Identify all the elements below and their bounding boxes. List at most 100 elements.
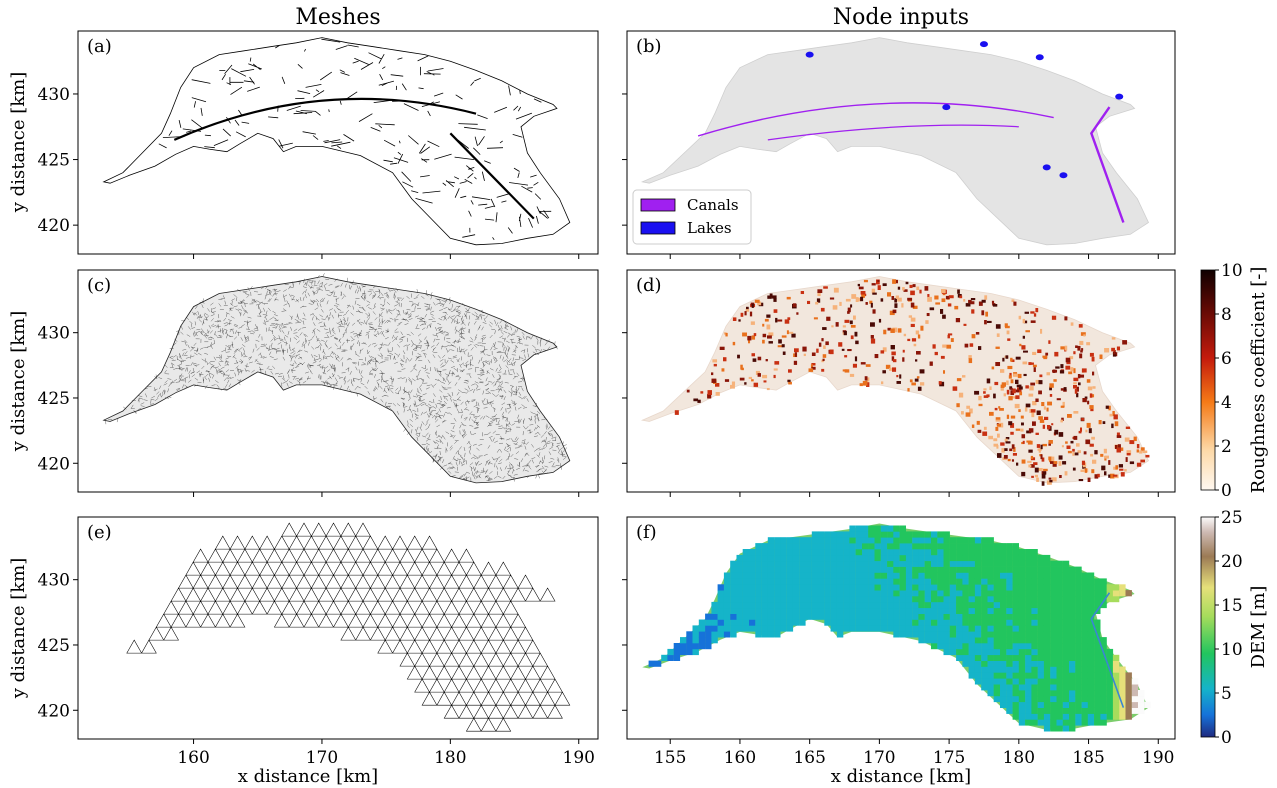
roughness-cell	[1044, 416, 1049, 420]
dem-cell	[1012, 666, 1019, 673]
dem-cell	[742, 554, 750, 562]
dem-cell	[723, 572, 731, 579]
dem-cell	[1069, 566, 1076, 573]
roughness-cell	[996, 333, 1000, 337]
roughness-cell	[719, 346, 725, 350]
dem-cell	[805, 590, 812, 597]
dem-cell	[868, 525, 875, 532]
dem-cell	[868, 537, 875, 544]
dem-cell	[1025, 549, 1032, 556]
dem-cell	[1050, 613, 1057, 620]
roughness-cell	[1028, 362, 1032, 366]
roughness-cell	[962, 375, 966, 378]
dem-cell	[956, 554, 963, 562]
dem-cell	[818, 531, 825, 538]
dem-cell	[843, 560, 850, 567]
roughness-cell	[1049, 479, 1053, 483]
roughness-cell	[1049, 383, 1054, 388]
dem-cell	[924, 566, 932, 573]
roughness-cell	[772, 295, 777, 299]
dem-cell	[811, 584, 819, 591]
roughness-cell	[870, 302, 873, 308]
dem-cell	[899, 572, 906, 579]
dem-cell	[1025, 578, 1032, 585]
dem-cell	[893, 619, 900, 626]
y-axis-label-c: y distance [km]	[8, 311, 29, 452]
dem-cell	[717, 601, 724, 609]
roughness-cell	[723, 357, 727, 362]
dem-cell	[893, 525, 900, 532]
dem-cell	[981, 643, 988, 650]
roughness-cell	[787, 379, 791, 383]
dem-cell	[943, 631, 950, 638]
roughness-cell	[1001, 448, 1005, 453]
dem-cell	[1087, 596, 1095, 603]
dem-cell	[962, 637, 969, 644]
dem-cell	[836, 584, 844, 591]
roughness-cell	[1013, 301, 1017, 306]
dem-cell	[1006, 637, 1013, 644]
dem-cell	[1006, 672, 1013, 679]
dem-cell	[736, 613, 743, 620]
dem-cell	[1006, 584, 1013, 591]
dem-cell	[786, 549, 794, 556]
dem-cell	[1069, 584, 1076, 591]
dem-cell	[836, 566, 844, 573]
dem-cell	[767, 566, 775, 573]
dem-cell	[880, 613, 888, 620]
roughness-cell	[871, 288, 876, 294]
dem-cell	[1000, 695, 1007, 703]
roughness-cell	[826, 316, 831, 321]
dem-cell	[987, 560, 994, 567]
dem-cell	[993, 554, 1001, 562]
dem-cell	[949, 572, 957, 579]
dem-cell	[899, 590, 906, 597]
roughness-cell	[911, 382, 916, 386]
dem-cell	[880, 590, 888, 597]
roughness-cell	[1102, 421, 1106, 425]
dem-cell	[1069, 637, 1076, 644]
dem-cell	[849, 543, 856, 550]
dem-cell	[761, 584, 768, 591]
dem-cell	[1031, 643, 1038, 650]
dem-cell	[943, 590, 950, 597]
panel-label-b: (b)	[636, 36, 662, 57]
dem-cell	[924, 596, 932, 603]
dem-cell	[805, 543, 812, 550]
roughness-cell	[947, 333, 953, 336]
roughness-cell	[1017, 373, 1022, 379]
roughness-cell	[1011, 459, 1015, 462]
dem-cell	[1094, 619, 1101, 626]
dem-cell	[1006, 566, 1013, 573]
dem-cell	[1056, 619, 1063, 626]
dem-cell	[1025, 590, 1032, 597]
dem-cell	[1112, 654, 1120, 661]
dem-cell	[1037, 695, 1045, 703]
dem-cell	[1087, 619, 1095, 626]
dem-cell	[1043, 660, 1051, 667]
dem-cell	[1056, 625, 1063, 632]
dem-cell	[1075, 690, 1082, 697]
dem-cell	[993, 631, 1001, 638]
dem-cell	[849, 613, 856, 620]
dem-cell	[761, 619, 768, 626]
dem-cell	[1043, 584, 1051, 591]
roughness-cell	[969, 343, 974, 347]
dem-cell	[1006, 625, 1013, 632]
dem-cell	[962, 554, 969, 562]
roughness-cell	[983, 395, 989, 398]
dem-cell	[1087, 707, 1095, 714]
roughness-cell	[847, 307, 851, 313]
roughness-cell	[757, 301, 762, 306]
roughness-cell	[1136, 449, 1139, 453]
dem-cell	[736, 566, 743, 573]
roughness-cell	[1005, 441, 1011, 444]
roughness-cell	[957, 289, 960, 294]
roughness-cell	[1052, 369, 1058, 373]
dem-cell	[755, 549, 762, 556]
dem-cell	[874, 572, 881, 579]
dem-cell	[749, 613, 756, 620]
dem-cell	[1018, 713, 1026, 720]
